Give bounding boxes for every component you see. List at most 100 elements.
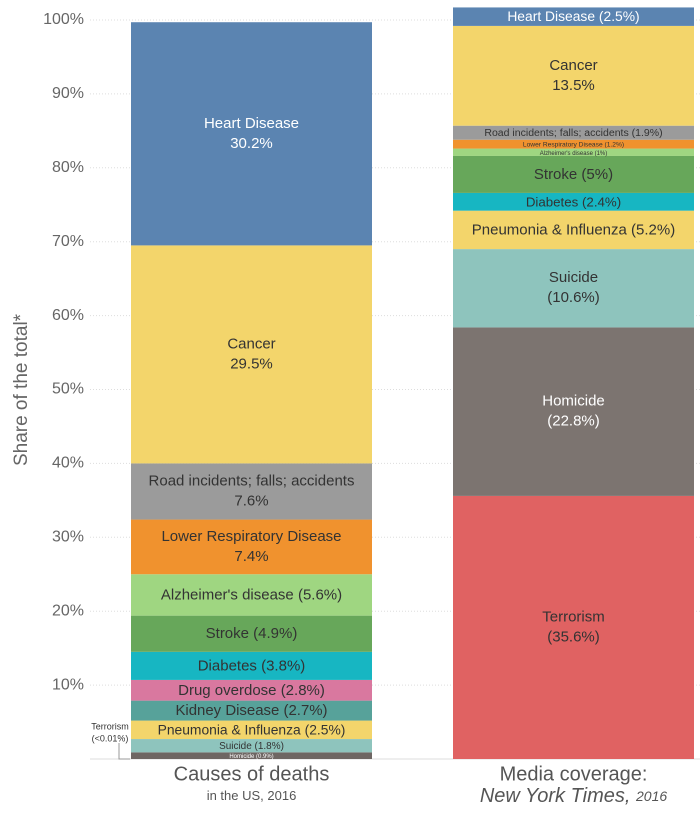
bar-subtitle-note: 2016 <box>635 788 667 804</box>
segment-label: Road incidents; falls; accidents <box>149 472 355 489</box>
segment-value-label: (2.4%) <box>582 194 621 209</box>
bar-segment <box>453 7 694 26</box>
segment-label: Heart Disease (2.5%) <box>507 8 639 24</box>
bar-segment <box>453 148 694 156</box>
segment-name: Alzheimer's disease <box>540 150 594 156</box>
bar-segment <box>131 519 372 575</box>
segment-label: Suicide (1.8%) <box>219 741 284 752</box>
segment-label: Stroke (4.9%) <box>206 625 298 642</box>
segment-name: Pneumonia & Influenza <box>158 721 301 737</box>
segment-name: Suicide <box>219 741 252 752</box>
segment-name: Diabetes <box>198 657 257 674</box>
segment-label: Heart Disease <box>204 115 299 132</box>
segment-value-label: (0.9%) <box>256 754 274 760</box>
segment-label: Homicide <box>542 393 605 410</box>
bar-segment <box>131 651 372 680</box>
segment-value-label: (2.7%) <box>284 702 328 719</box>
bar-subtitle-text: New York Times, <box>480 785 631 807</box>
bar-segment <box>453 249 694 328</box>
segment-value-label: (4.9%) <box>253 625 297 642</box>
segment-name: Diabetes <box>526 194 579 209</box>
bar-segment <box>131 679 372 701</box>
bar-segment <box>453 25 694 126</box>
bar-segment <box>131 463 372 520</box>
segment-value-label: (1.9%) <box>632 127 663 139</box>
bar-segment <box>131 245 372 464</box>
outside-label: Terrorism <box>91 721 129 731</box>
bar-segment <box>453 327 694 496</box>
segment-label: Diabetes (2.4%) <box>526 194 621 209</box>
segment-label: Alzheimer's disease (5.6%) <box>161 586 342 603</box>
segment-value-label: (2.5%) <box>305 721 346 737</box>
segment-name: Pneumonia & Influenza <box>472 221 628 238</box>
segment-value-label: (2.8%) <box>281 682 325 699</box>
bar-subtitle: in the US, 2016 <box>207 788 297 803</box>
segment-value-label: (22.8%) <box>547 413 600 430</box>
segment-label: Suicide <box>549 269 598 286</box>
y-tick-label: 30% <box>52 529 84 546</box>
segment-label: Pneumonia & Influenza (2.5%) <box>158 721 346 737</box>
segment-value-label: 7.4% <box>234 548 268 565</box>
segment-label: Stroke (5%) <box>534 166 613 183</box>
bar-segment <box>453 210 694 250</box>
y-axis-label: Share of the total* <box>11 313 32 466</box>
segment-value-label: (3.8%) <box>261 657 305 674</box>
bar-segment <box>131 752 372 759</box>
segment-label: Cancer <box>227 335 275 352</box>
segment-name: Alzheimer's disease <box>161 586 294 603</box>
y-tick-label: 100% <box>43 11 84 28</box>
segment-value-label: (1.2%) <box>605 141 625 148</box>
bar-segment <box>131 22 372 246</box>
y-tick-label: 40% <box>52 455 84 472</box>
bar-subtitle: New York Times, 2016 <box>480 785 668 807</box>
segment-label: Diabetes (3.8%) <box>198 657 306 674</box>
y-tick-label: 10% <box>52 676 84 693</box>
segment-value-label: 30.2% <box>230 135 273 152</box>
y-tick-label: 50% <box>52 381 84 398</box>
segment-name: Stroke <box>206 625 249 642</box>
bar-name: Media coverage: <box>500 763 648 785</box>
bar-segment <box>453 192 694 211</box>
bar-segment <box>131 615 372 652</box>
bar-segment <box>131 700 372 721</box>
bar-subtitle-text: in the US, 2016 <box>207 788 297 803</box>
segment-label: Terrorism <box>542 608 605 625</box>
bar-segment <box>453 139 694 149</box>
segment-name: Kidney Disease <box>175 702 279 719</box>
bar-segment <box>453 155 694 193</box>
segment-label: Lower Respiratory Disease <box>161 528 341 545</box>
segment-value-label: 13.5% <box>552 77 595 94</box>
y-tick-label: 70% <box>52 233 84 250</box>
segment-value-label: (1.8%) <box>255 741 284 752</box>
segment-name: Heart Disease <box>507 8 595 24</box>
y-tick-label: 60% <box>52 307 84 324</box>
segment-label: Pneumonia & Influenza (5.2%) <box>472 221 675 238</box>
segment-value-label: (5.2%) <box>631 221 675 238</box>
bar-segment <box>453 495 694 759</box>
segment-value-label: 7.6% <box>234 492 268 509</box>
segment-label: Alzheimer's disease (1%) <box>540 150 608 156</box>
segment-label: Drug overdose (2.8%) <box>178 682 325 699</box>
segment-label: Kidney Disease (2.7%) <box>175 702 327 719</box>
segment-value-label: (5%) <box>581 166 613 183</box>
segment-label: Homicide (0.9%) <box>229 754 273 760</box>
segment-name: Drug overdose <box>178 682 276 699</box>
segment-name: Stroke <box>534 166 577 183</box>
y-tick-label: 20% <box>52 602 84 619</box>
outside-value-label: (<0.01%) <box>92 733 129 743</box>
bar-segment <box>131 574 372 616</box>
y-tick-label: 80% <box>52 159 84 176</box>
segment-label: Lower Respiratory Disease (1.2%) <box>523 141 624 148</box>
segment-name: Road incidents; falls; accidents <box>484 127 628 139</box>
segment-value-label: (5.6%) <box>298 586 342 603</box>
bar-segment <box>453 125 694 140</box>
segment-label: Cancer <box>549 57 597 74</box>
segment-label: Road incidents; falls; accidents (1.9%) <box>484 127 662 139</box>
segment-name: Lower Respiratory Disease <box>523 141 603 148</box>
segment-value-label: (2.5%) <box>599 8 640 24</box>
bar-segment <box>131 739 372 753</box>
segment-name: Homicide <box>229 754 255 760</box>
bar-name: Causes of deaths <box>174 763 330 785</box>
bar-segment <box>131 720 372 740</box>
